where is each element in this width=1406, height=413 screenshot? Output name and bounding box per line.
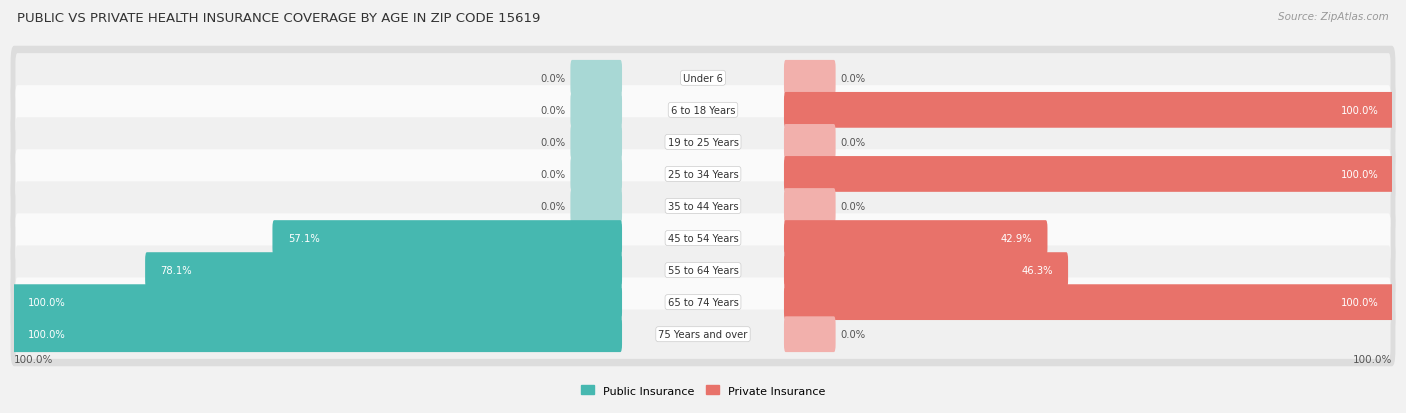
FancyBboxPatch shape [273,221,621,256]
Text: 0.0%: 0.0% [540,106,565,116]
FancyBboxPatch shape [13,316,621,352]
FancyBboxPatch shape [785,157,1393,192]
Text: 0.0%: 0.0% [841,138,866,147]
FancyBboxPatch shape [785,316,835,352]
Text: 0.0%: 0.0% [540,202,565,211]
Text: 75 Years and over: 75 Years and over [658,330,748,339]
FancyBboxPatch shape [571,61,621,97]
Text: 0.0%: 0.0% [841,330,866,339]
Text: 100.0%: 100.0% [14,354,53,364]
FancyBboxPatch shape [145,253,621,288]
FancyBboxPatch shape [15,118,1391,167]
FancyBboxPatch shape [11,271,1395,335]
FancyBboxPatch shape [15,246,1391,295]
Text: PUBLIC VS PRIVATE HEALTH INSURANCE COVERAGE BY AGE IN ZIP CODE 15619: PUBLIC VS PRIVATE HEALTH INSURANCE COVER… [17,12,540,25]
Text: 100.0%: 100.0% [1340,170,1378,180]
FancyBboxPatch shape [15,182,1391,231]
FancyBboxPatch shape [11,238,1395,302]
FancyBboxPatch shape [15,86,1391,135]
FancyBboxPatch shape [13,285,621,320]
FancyBboxPatch shape [785,253,1069,288]
Text: 78.1%: 78.1% [160,266,193,275]
Text: Under 6: Under 6 [683,74,723,83]
Text: 55 to 64 Years: 55 to 64 Years [668,266,738,275]
Text: 35 to 44 Years: 35 to 44 Years [668,202,738,211]
Text: 0.0%: 0.0% [841,202,866,211]
Text: 0.0%: 0.0% [540,138,565,147]
FancyBboxPatch shape [15,310,1391,359]
FancyBboxPatch shape [11,111,1395,175]
Legend: Public Insurance, Private Insurance: Public Insurance, Private Insurance [576,381,830,400]
Text: 46.3%: 46.3% [1021,266,1053,275]
Text: 100.0%: 100.0% [1340,106,1378,116]
FancyBboxPatch shape [15,54,1391,103]
Text: 6 to 18 Years: 6 to 18 Years [671,106,735,116]
FancyBboxPatch shape [571,93,621,128]
FancyBboxPatch shape [785,61,835,97]
FancyBboxPatch shape [785,221,1047,256]
FancyBboxPatch shape [11,175,1395,238]
FancyBboxPatch shape [11,47,1395,111]
FancyBboxPatch shape [571,125,621,160]
Text: 100.0%: 100.0% [1353,354,1392,364]
Text: 0.0%: 0.0% [841,74,866,83]
FancyBboxPatch shape [785,93,1393,128]
FancyBboxPatch shape [11,78,1395,142]
Text: 100.0%: 100.0% [1340,297,1378,307]
Text: Source: ZipAtlas.com: Source: ZipAtlas.com [1278,12,1389,22]
Text: 65 to 74 Years: 65 to 74 Years [668,297,738,307]
FancyBboxPatch shape [571,189,621,224]
Text: 25 to 34 Years: 25 to 34 Years [668,170,738,180]
FancyBboxPatch shape [15,150,1391,199]
Text: 45 to 54 Years: 45 to 54 Years [668,233,738,243]
FancyBboxPatch shape [11,206,1395,271]
FancyBboxPatch shape [785,189,835,224]
Text: 42.9%: 42.9% [1000,233,1032,243]
Text: 0.0%: 0.0% [540,74,565,83]
FancyBboxPatch shape [15,278,1391,327]
Text: 57.1%: 57.1% [288,233,319,243]
FancyBboxPatch shape [15,214,1391,263]
FancyBboxPatch shape [11,302,1395,366]
FancyBboxPatch shape [785,125,835,160]
Text: 19 to 25 Years: 19 to 25 Years [668,138,738,147]
Text: 100.0%: 100.0% [28,297,66,307]
Text: 100.0%: 100.0% [28,330,66,339]
Text: 0.0%: 0.0% [540,170,565,180]
FancyBboxPatch shape [571,157,621,192]
FancyBboxPatch shape [11,142,1395,206]
FancyBboxPatch shape [785,285,1393,320]
